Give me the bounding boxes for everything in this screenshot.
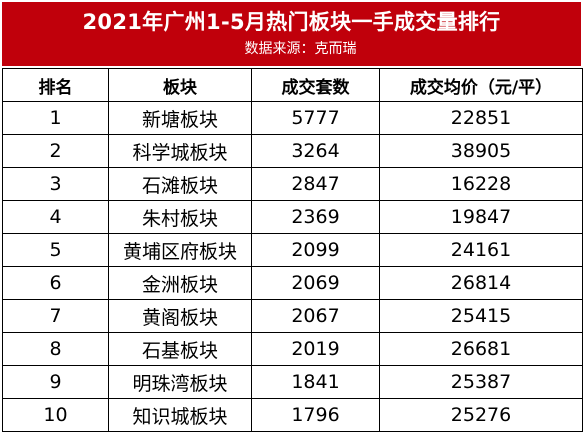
table-row: 8 石基板块 2019 26681 bbox=[2, 332, 583, 366]
table-row: 2 科学城板块 3264 38905 bbox=[2, 134, 583, 168]
column-header-price: 成交均价（元/平） bbox=[379, 68, 583, 102]
header-row: 排名 板块 成交套数 成交均价（元/平） bbox=[2, 68, 583, 102]
block-cell: 新塘板块 bbox=[108, 101, 252, 135]
count-cell: 5777 bbox=[251, 101, 380, 135]
table-row: 7 黄阁板块 2067 25415 bbox=[2, 299, 583, 333]
count-cell: 2069 bbox=[251, 266, 380, 300]
price-cell: 19847 bbox=[379, 200, 583, 234]
block-cell: 科学城板块 bbox=[108, 134, 252, 168]
count-cell: 1796 bbox=[251, 398, 380, 432]
page-title: 2021年广州1-5月热门板块一手成交量排行 bbox=[82, 10, 501, 34]
rank-cell: 9 bbox=[2, 365, 109, 399]
block-cell: 黄阁板块 bbox=[108, 299, 252, 333]
price-cell: 38905 bbox=[379, 134, 583, 168]
price-cell: 25276 bbox=[379, 398, 583, 432]
price-cell: 25415 bbox=[379, 299, 583, 333]
table-row: 3 石滩板块 2847 16228 bbox=[2, 167, 583, 201]
rank-cell: 8 bbox=[2, 332, 109, 366]
title-banner: 2021年广州1-5月热门板块一手成交量排行 数据来源：克而瑞 bbox=[2, 2, 581, 66]
count-cell: 2369 bbox=[251, 200, 380, 234]
table-row: 6 金洲板块 2069 26814 bbox=[2, 266, 583, 300]
block-cell: 黄埔区府板块 bbox=[108, 233, 252, 267]
table-row: 10 知识城板块 1796 25276 bbox=[2, 398, 583, 432]
column-header-rank: 排名 bbox=[2, 68, 109, 102]
table-body: 1 新塘板块 5777 22851 2 科学城板块 3264 38905 3 石… bbox=[2, 101, 583, 432]
column-header-count: 成交套数 bbox=[251, 68, 380, 102]
count-cell: 2847 bbox=[251, 167, 380, 201]
rank-cell: 7 bbox=[2, 299, 109, 333]
table-row: 1 新塘板块 5777 22851 bbox=[2, 101, 583, 135]
table-row: 5 黄埔区府板块 2099 24161 bbox=[2, 233, 583, 267]
data-source: 数据来源：克而瑞 bbox=[244, 41, 357, 57]
table-row: 4 朱村板块 2369 19847 bbox=[2, 200, 583, 234]
price-cell: 26681 bbox=[379, 332, 583, 366]
column-header-block: 板块 bbox=[108, 68, 252, 102]
block-cell: 朱村板块 bbox=[108, 200, 252, 234]
count-cell: 2099 bbox=[251, 233, 380, 267]
count-cell: 1841 bbox=[251, 365, 380, 399]
rank-cell: 4 bbox=[2, 200, 109, 234]
count-cell: 2019 bbox=[251, 332, 380, 366]
rank-cell: 3 bbox=[2, 167, 109, 201]
count-cell: 3264 bbox=[251, 134, 380, 168]
table-row: 9 明珠湾板块 1841 25387 bbox=[2, 365, 583, 399]
price-cell: 22851 bbox=[379, 101, 583, 135]
count-cell: 2067 bbox=[251, 299, 380, 333]
price-cell: 16228 bbox=[379, 167, 583, 201]
ranking-table: 排名 板块 成交套数 成交均价（元/平） 1 新塘板块 5777 22851 2… bbox=[2, 68, 583, 432]
rank-cell: 2 bbox=[2, 134, 109, 168]
block-cell: 石滩板块 bbox=[108, 167, 252, 201]
block-cell: 明珠湾板块 bbox=[108, 365, 252, 399]
block-cell: 石基板块 bbox=[108, 332, 252, 366]
rank-cell: 5 bbox=[2, 233, 109, 267]
price-cell: 25387 bbox=[379, 365, 583, 399]
block-cell: 金洲板块 bbox=[108, 266, 252, 300]
block-cell: 知识城板块 bbox=[108, 398, 252, 432]
price-cell: 24161 bbox=[379, 233, 583, 267]
price-cell: 26814 bbox=[379, 266, 583, 300]
table-header: 排名 板块 成交套数 成交均价（元/平） bbox=[2, 68, 583, 102]
rank-cell: 1 bbox=[2, 101, 109, 135]
rank-cell: 10 bbox=[2, 398, 109, 432]
rank-cell: 6 bbox=[2, 266, 109, 300]
